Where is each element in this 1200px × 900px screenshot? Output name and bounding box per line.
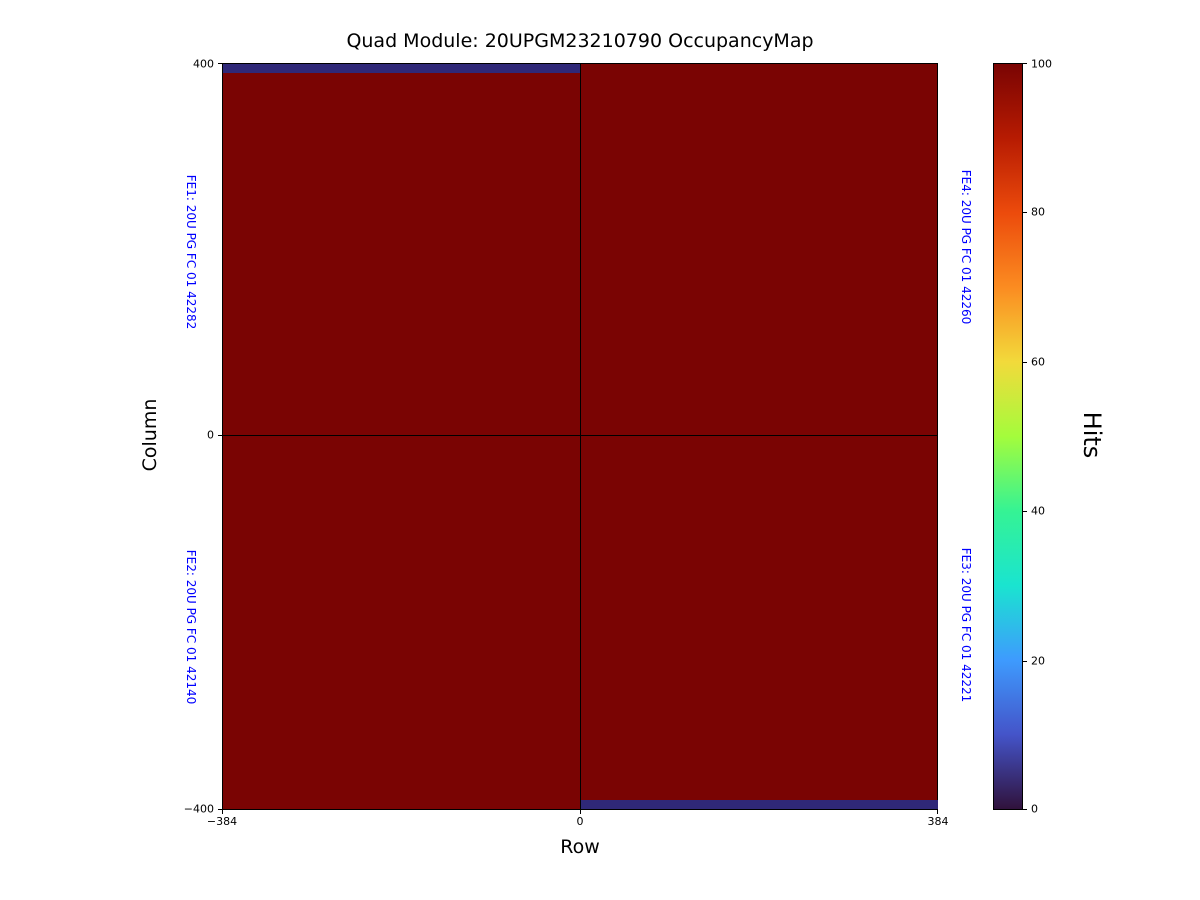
fe4-label: FE4: 20U PG FC 01 42260 [959,169,973,325]
x-axis-label: Row [560,836,600,858]
tick-mark [1023,362,1027,363]
tick-mark [580,810,581,814]
tick-mark [1023,661,1027,662]
y-tick-label: 0 [207,428,214,442]
quadrant-divider-horizontal [223,435,937,436]
tick-mark [218,435,222,436]
tick-mark [1023,511,1027,512]
y-axis-label: Column [139,398,161,472]
colorbar-tick-label: 60 [1031,355,1045,369]
quadrant-divider-vertical [580,64,581,809]
colorbar-gradient [994,64,1022,809]
x-tick-label: 0 [576,815,584,828]
fe3-label: FE3: 20U PG FC 01 42221 [959,547,973,703]
colorbar-tick-label: 20 [1031,654,1045,668]
fe1-label: FE1: 20U PG FC 01 42282 [184,174,198,330]
tick-mark [937,810,938,814]
x-tick-label: 384 [927,815,949,828]
x-tick-label: −384 [206,815,238,828]
fe2-label: FE2: 20U PG FC 01 42140 [184,549,198,705]
colorbar-tick-label: 40 [1031,504,1045,518]
low-occupancy-strip-top-left [223,64,581,73]
tick-mark [1023,63,1027,64]
tick-mark [1023,809,1027,810]
colorbar-tick-label: 80 [1031,205,1045,219]
tick-mark [222,810,223,814]
y-tick-label: 400 [193,57,214,71]
tick-mark [1023,212,1027,213]
colorbar [993,63,1023,810]
chart-title: Quad Module: 20UPGM23210790 OccupancyMap [346,30,814,52]
tick-mark [218,63,222,64]
colorbar-axis-label: Hits [1078,411,1106,459]
colorbar-tick-label: 100 [1031,57,1052,71]
tick-mark [218,809,222,810]
low-occupancy-strip-bottom-right [581,800,938,809]
heatmap-plot [222,63,938,810]
colorbar-tick-label: 0 [1031,802,1038,816]
y-tick-label: −400 [183,802,214,816]
